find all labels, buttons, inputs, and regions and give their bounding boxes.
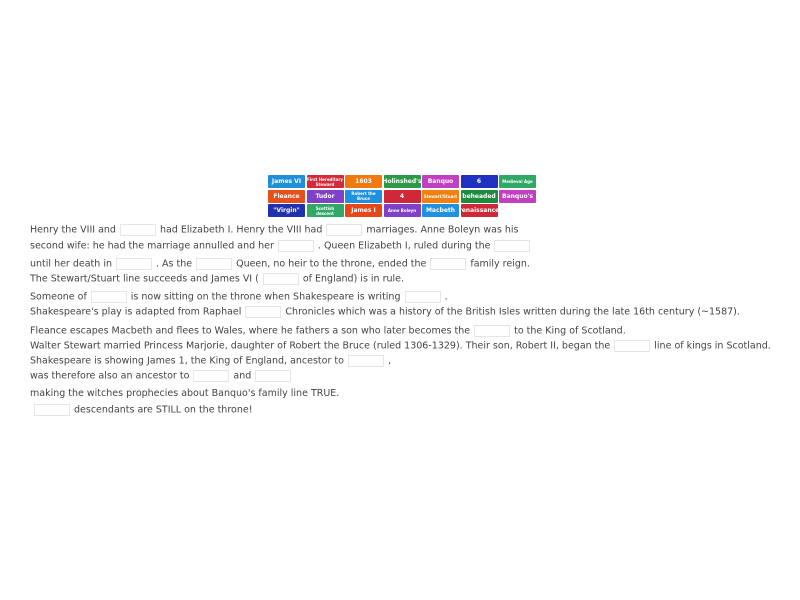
word-tile[interactable]: 4 (383, 189, 421, 203)
text-segment: . (444, 291, 448, 303)
word-tile[interactable]: Fleance (268, 189, 305, 203)
text-segment: family reign. (470, 258, 530, 270)
answer-blank[interactable] (277, 240, 314, 252)
text-segment: marriages. Anne Boleyn was his (366, 224, 519, 236)
text-segment: Chronicles which was a history of the Br… (285, 306, 740, 318)
answer-blank[interactable] (347, 355, 384, 367)
answer-blank[interactable] (245, 306, 282, 318)
answer-blank[interactable] (404, 291, 441, 303)
answer-blank[interactable] (196, 258, 233, 270)
word-tile[interactable]: renaissance (460, 204, 498, 217)
answer-blank[interactable] (262, 273, 299, 285)
word-tile[interactable]: Macbeth (422, 204, 459, 217)
text-segment: descendants are STILL on the throne! (74, 404, 253, 416)
word-tile[interactable]: Banquo's (499, 189, 536, 203)
text-line: second wife: he had the marriage annulle… (30, 240, 534, 253)
text-line: making the witches prophecies about Banq… (30, 388, 339, 400)
word-tile[interactable]: Robert the Bruce (345, 189, 382, 203)
word-tile[interactable]: 1603 (345, 175, 382, 188)
text-segment: Queen, no heir to the throne, ended the (236, 258, 427, 270)
word-tile[interactable]: Stewart/Stuart (422, 189, 459, 203)
word-tile[interactable]: Banquo (422, 175, 459, 188)
text-segment: , (387, 355, 391, 367)
word-tile[interactable]: beheaded (460, 189, 498, 203)
answer-blank[interactable] (494, 240, 531, 252)
answer-blank[interactable] (255, 370, 292, 382)
text-segment: Walter Stewart married Princess Marjorie… (30, 340, 611, 352)
text-segment: . Queen Elizabeth I, ruled during the (317, 240, 491, 252)
text-segment: second wife: he had the marriage annulle… (30, 240, 274, 252)
answer-blank[interactable] (430, 258, 467, 270)
text-line: Shakespeare's play is adapted from Rapha… (30, 306, 740, 319)
word-tile[interactable]: James I (345, 204, 382, 217)
text-segment: . As the (155, 258, 193, 270)
text-segment: Fleance escapes Macbeth and flees to Wal… (30, 325, 471, 337)
text-segment: is now sitting on the throne when Shakes… (130, 291, 401, 303)
text-segment: Shakespeare is showing James 1, the King… (30, 355, 344, 367)
text-segment: Henry the VIII and (30, 224, 116, 236)
text-segment: making the witches prophecies about Banq… (30, 388, 340, 399)
text-line: Henry the VIII and had Elizabeth I. Henry… (30, 224, 519, 237)
text-segment: The Stewart/Stuart line succeeds and Jam… (30, 273, 259, 285)
word-tile[interactable]: James VI (268, 175, 305, 188)
word-tile[interactable]: Scottish descent (306, 204, 344, 217)
text-segment: to the King of Scotland. (514, 325, 626, 337)
text-line: Someone of is now sitting on the throne w… (30, 291, 448, 304)
text-line: Fleance escapes Macbeth and flees to Wal… (30, 325, 626, 338)
word-tile[interactable]: "Virgin" (268, 204, 305, 217)
text-line: until her death in . As the Queen, no heir… (30, 258, 530, 271)
text-line: descendants are STILL on the throne! (30, 404, 253, 417)
word-tile[interactable]: First Hereditary Steward (306, 175, 344, 188)
answer-blank[interactable] (90, 291, 127, 303)
text-segment: of England) is in rule. (302, 273, 405, 285)
word-tile[interactable]: Anne Boleyn (383, 204, 421, 217)
answer-blank[interactable] (115, 258, 152, 270)
text-segment: was therefore also an ancestor to (30, 370, 190, 382)
text-line: Shakespeare is showing James 1, the King… (30, 355, 391, 368)
text-segment: Someone of (30, 291, 87, 303)
word-bank: James VI First Hereditary Steward 1603 Holi… (268, 175, 536, 217)
text-line: Walter Stewart married Princess Marjorie… (30, 340, 771, 353)
word-tile[interactable]: Medieval Age (499, 175, 536, 188)
answer-blank[interactable] (614, 340, 651, 352)
text-segment: and (233, 370, 252, 382)
text-segment: Shakespeare's play is adapted from Rapha… (30, 306, 242, 318)
answer-blank[interactable] (326, 224, 363, 236)
text-segment: until her death in (30, 258, 112, 270)
answer-blank[interactable] (474, 325, 511, 337)
answer-blank[interactable] (119, 224, 156, 236)
word-tile[interactable]: Tudor (306, 189, 344, 203)
answer-blank[interactable] (34, 404, 70, 416)
answer-blank[interactable] (193, 370, 230, 382)
word-tile[interactable]: Holinshed's (383, 175, 421, 188)
text-segment: line of kings in Scotland. (654, 340, 771, 352)
word-tile[interactable]: 6 (460, 175, 498, 188)
text-line: The Stewart/Stuart line succeeds and Jam… (30, 273, 404, 286)
text-line: was therefore also an ancestor to and (30, 370, 295, 383)
text-segment: had Elizabeth I. Henry the VIII had (159, 224, 323, 236)
